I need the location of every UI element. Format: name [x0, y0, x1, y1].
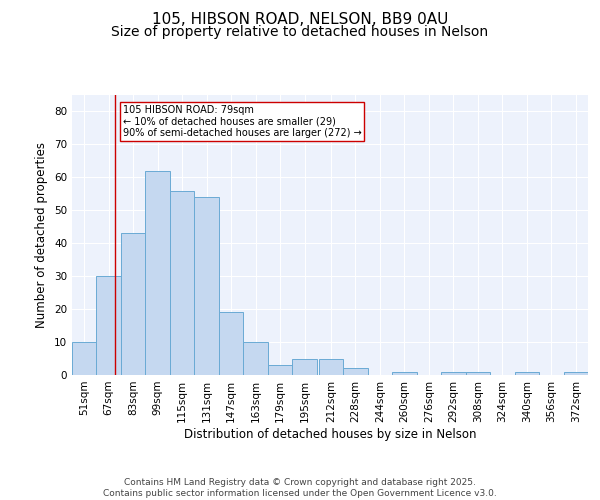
Bar — [268, 365, 292, 375]
Bar — [292, 358, 317, 375]
Bar — [121, 234, 145, 375]
Bar — [194, 197, 219, 375]
Bar — [392, 372, 416, 375]
Text: 105 HIBSON ROAD: 79sqm
← 10% of detached houses are smaller (29)
90% of semi-det: 105 HIBSON ROAD: 79sqm ← 10% of detached… — [122, 105, 361, 138]
Bar — [244, 342, 268, 375]
Y-axis label: Number of detached properties: Number of detached properties — [35, 142, 49, 328]
Text: 105, HIBSON ROAD, NELSON, BB9 0AU: 105, HIBSON ROAD, NELSON, BB9 0AU — [152, 12, 448, 28]
Bar — [170, 190, 194, 375]
Bar — [97, 276, 121, 375]
X-axis label: Distribution of detached houses by size in Nelson: Distribution of detached houses by size … — [184, 428, 476, 440]
Bar — [441, 372, 466, 375]
Bar — [145, 171, 170, 375]
Bar — [563, 372, 588, 375]
Text: Contains HM Land Registry data © Crown copyright and database right 2025.
Contai: Contains HM Land Registry data © Crown c… — [103, 478, 497, 498]
Bar — [72, 342, 97, 375]
Bar — [219, 312, 244, 375]
Bar — [515, 372, 539, 375]
Bar — [343, 368, 368, 375]
Bar — [466, 372, 490, 375]
Bar — [319, 358, 343, 375]
Text: Size of property relative to detached houses in Nelson: Size of property relative to detached ho… — [112, 25, 488, 39]
